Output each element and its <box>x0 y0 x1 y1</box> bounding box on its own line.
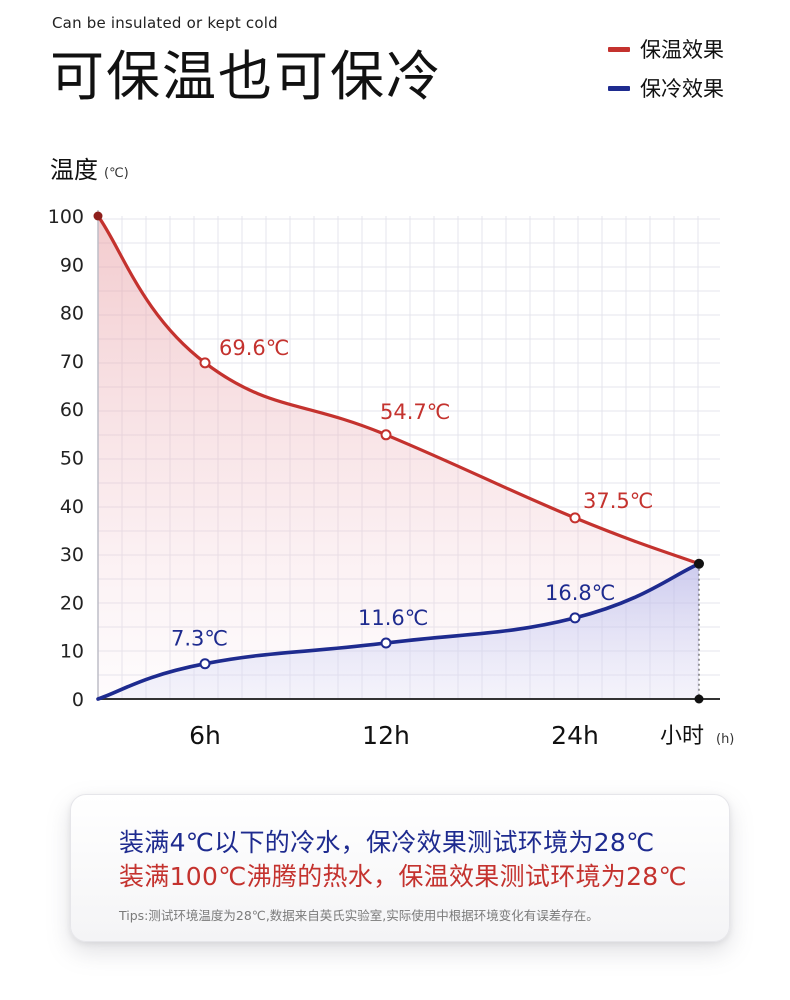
subtitle: Can be insulated or kept cold <box>52 14 278 32</box>
cold-test-note: 装满4℃以下的冷水，保冷效果测试环境为28℃ <box>119 828 655 857</box>
warm-data-label: 54.7℃ <box>380 400 450 424</box>
cold-data-label: 16.8℃ <box>545 581 615 605</box>
warm-test-note: 装满100℃沸腾的热水，保温效果测试环境为28℃ <box>119 862 687 891</box>
x-axis-end-dot <box>694 694 704 704</box>
legend: 保温效果 保冷效果 <box>608 36 724 114</box>
cold-data-point <box>569 612 581 624</box>
page-title: 可保温也可保冷 <box>50 45 442 108</box>
axes <box>97 210 720 704</box>
y-axis-unit: (℃) <box>104 166 129 181</box>
area-fills <box>98 216 699 699</box>
x-tick-label: 24h <box>551 721 599 750</box>
y-tick-label: 30 <box>60 544 84 566</box>
x-axis-unit: (h) <box>716 732 734 747</box>
x-axis-title: 小时 <box>660 724 704 749</box>
cold-area-fill <box>98 563 699 699</box>
y-tick-label: 80 <box>60 303 84 325</box>
legend-swatch-warm <box>608 46 630 52</box>
chart-labels: 0 10 20 30 40 50 60 70 80 90 100 温度 (℃) 6h 12h 24h 小时 (h)… <box>48 156 735 750</box>
test-note-card: 装满4℃以下的冷水，保冷效果测试环境为28℃ 装满100℃沸腾的热水，保温效果测… <box>70 794 730 942</box>
warm-data-point <box>199 357 211 369</box>
warm-data-label: 37.5℃ <box>583 489 653 513</box>
legend-label-warm: 保温效果 <box>640 38 724 62</box>
legend-item-cold: 保冷效果 <box>608 75 724 101</box>
cold-data-label: 7.3℃ <box>171 627 228 651</box>
y-tick-label: 70 <box>60 351 84 373</box>
convergence-point <box>694 558 704 569</box>
data-points <box>93 211 704 670</box>
warm-data-point <box>380 429 392 441</box>
legend-label-cold: 保冷效果 <box>640 77 724 101</box>
y-tick-label: 0 <box>72 689 84 711</box>
y-tick-label: 20 <box>60 592 84 614</box>
tips-note: Tips:测试环境温度为28℃,数据来自英氏实验室,实际使用中根据环境变化有误差… <box>119 908 599 923</box>
y-tick-label: 100 <box>48 206 84 228</box>
y-tick-label: 90 <box>60 254 84 276</box>
cold-data-point <box>380 637 392 649</box>
legend-swatch-cold <box>608 85 630 91</box>
y-tick-label: 50 <box>60 448 84 470</box>
temperature-chart: 0 10 20 30 40 50 60 70 80 90 100 温度 (℃) 6h 12h 24h 小时 (h)… <box>48 156 735 750</box>
x-tick-label: 6h <box>189 721 221 750</box>
y-tick-label: 40 <box>60 496 84 518</box>
warm-data-label: 69.6℃ <box>219 336 289 360</box>
warm-start-point <box>93 211 103 221</box>
x-tick-label: 12h <box>362 721 410 750</box>
cold-data-label: 11.6℃ <box>358 606 428 630</box>
legend-item-warm: 保温效果 <box>608 36 724 62</box>
warm-area-fill <box>98 216 699 699</box>
y-axis-title: 温度 <box>50 156 98 184</box>
y-tick-label: 10 <box>60 641 84 663</box>
cold-data-point <box>199 658 211 670</box>
y-tick-label: 60 <box>60 399 84 421</box>
warm-data-point <box>569 512 581 524</box>
